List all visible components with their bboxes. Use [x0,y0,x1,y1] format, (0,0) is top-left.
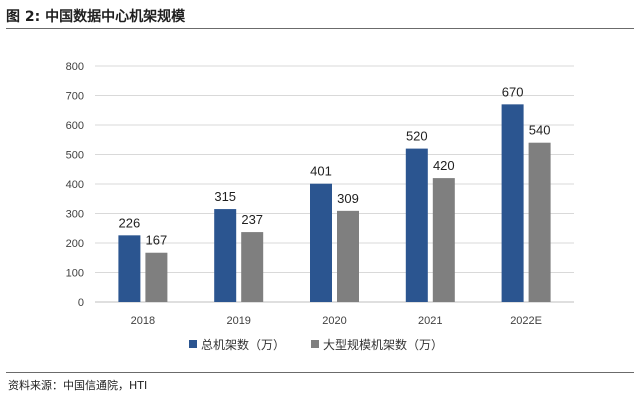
y-tick-label: 200 [66,238,84,250]
bar [405,148,428,302]
data-label: 520 [406,129,428,144]
y-tick-label: 300 [66,209,84,221]
y-tick-label: 400 [66,179,84,191]
legend-swatch [189,340,197,348]
y-tick-label: 0 [78,297,84,309]
x-tick-label: 2022E [510,315,542,327]
data-label: 226 [119,215,141,230]
bar [118,235,141,302]
legend-label: 大型规模机架数（万） [323,337,443,352]
legend-label: 总机架数（万） [201,337,285,352]
title-divider [6,28,634,29]
bar [337,210,359,302]
data-label: 670 [502,84,524,99]
data-label: 420 [433,158,455,173]
bar [241,232,264,302]
bar [501,104,524,302]
figure-title: 图 2: 中国数据中心机架规模 [6,9,186,25]
data-label: 237 [241,212,263,227]
bar-chart: 0 100 200 300 400 500 600 700 800 226 167 2018 315 23… [66,61,574,352]
bar [528,142,551,302]
data-label: 309 [337,191,359,206]
y-tick-label: 800 [66,61,84,73]
bar [214,209,237,302]
y-tick-label: 100 [66,268,84,280]
y-tick-label: 500 [66,150,84,162]
source-note: 资料来源：中国信通院，HTI [8,379,148,392]
data-label: 315 [214,189,236,204]
x-tick-label: 2019 [226,315,250,327]
y-tick-label: 600 [66,120,84,132]
x-tick-label: 2018 [131,315,155,327]
bar [310,183,332,302]
x-tick-label: 2020 [322,315,346,327]
data-label: 401 [310,164,332,179]
data-label: 167 [146,233,168,248]
y-tick-label: 700 [66,91,84,103]
bar [432,178,455,302]
legend-swatch [311,340,319,348]
bar [145,252,168,302]
x-tick-label: 2021 [418,315,442,327]
data-label: 540 [529,123,551,138]
footer-divider [6,372,634,373]
